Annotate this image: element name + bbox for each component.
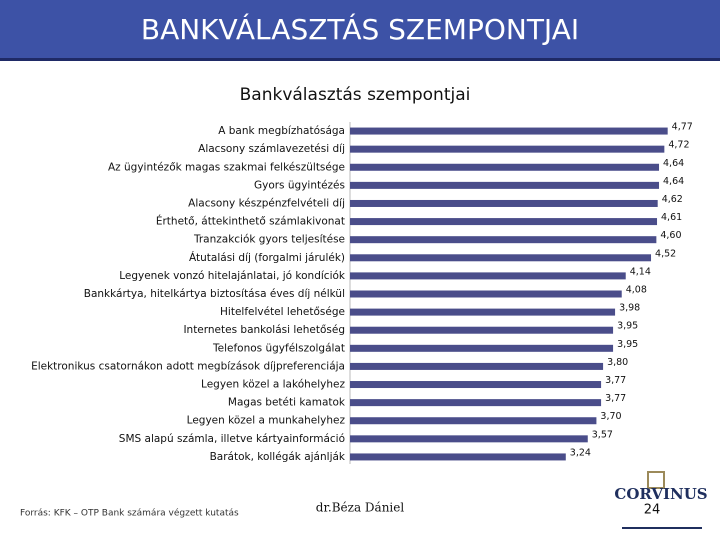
bar	[350, 362, 604, 370]
bar	[350, 236, 657, 244]
value-label: 4,64	[663, 176, 684, 187]
bar	[350, 199, 658, 207]
value-label: 3,77	[605, 375, 626, 386]
bar	[350, 308, 616, 316]
bar	[350, 399, 602, 407]
bar	[350, 254, 652, 262]
value-label: 4,61	[661, 212, 682, 223]
bar	[350, 272, 626, 280]
bar	[350, 163, 660, 171]
category-label: Átutalási díj (forgalmi járulék)	[189, 251, 345, 264]
category-label: Az ügyintézők magas szakmai felkészültsé…	[108, 161, 345, 173]
bar	[350, 435, 588, 443]
header-band	[0, 0, 720, 60]
category-label: Tranzakciók gyors teljesítése	[193, 234, 345, 246]
category-label: A bank megbízhatósága	[218, 125, 345, 137]
category-label: Alacsony készpénzfelvételi díj	[188, 197, 345, 209]
value-label: 4,64	[663, 158, 684, 169]
slide-title: BANKVÁLASZTÁS SZEMPONTJAI	[141, 12, 579, 46]
value-label: 3,70	[600, 411, 621, 422]
value-label: 3,80	[607, 357, 628, 368]
category-label: Internetes bankolási lehetőség	[183, 324, 345, 336]
value-label: 4,52	[655, 248, 676, 259]
value-label: 3,95	[617, 321, 638, 332]
chart-title: Bankválasztás szempontjai	[240, 85, 471, 105]
bar	[350, 145, 665, 153]
category-label: Gyors ügyintézés	[254, 179, 345, 191]
value-label: 4,08	[626, 285, 647, 296]
bar	[350, 381, 602, 389]
header-rule	[0, 58, 720, 61]
bar	[350, 326, 614, 334]
value-label: 4,14	[630, 266, 651, 277]
category-label: Telefonos ügyfélszolgálat	[212, 342, 345, 354]
category-label: Magas betéti kamatok	[228, 397, 346, 409]
category-label: Elektronikus csatornákon adott megbízáso…	[31, 360, 345, 372]
category-label: Alacsony számlavezetési díj	[198, 143, 345, 155]
category-label: Legyenek vonzó hitelajánlatai, jó kondíc…	[119, 270, 346, 282]
value-label: 4,77	[672, 122, 693, 133]
bar	[350, 344, 614, 352]
value-label: 3,98	[619, 303, 640, 314]
value-label: 3,57	[592, 429, 613, 440]
logo: CORVINUS	[614, 485, 707, 503]
bar	[350, 417, 597, 425]
value-label: 4,62	[662, 194, 683, 205]
bar	[350, 453, 566, 461]
source: Forrás: KFK – OTP Bank számára végzett k…	[20, 508, 239, 519]
value-label: 3,95	[617, 339, 638, 350]
category-label: Legyen közel a lakóhelyhez	[201, 379, 345, 391]
category-label: Barátok, kollégák ajánlják	[210, 451, 346, 463]
author: dr.Béza Dániel	[316, 501, 405, 515]
value-label: 3,77	[605, 393, 626, 404]
category-label: Hitelfelvétel lehetősége	[220, 306, 345, 318]
bar	[350, 218, 658, 226]
page-number: 24	[644, 503, 661, 518]
bar	[350, 181, 660, 189]
category-label: Érthető, áttekinthető számlakivonat	[156, 215, 345, 228]
value-label: 3,24	[570, 447, 591, 458]
value-label: 4,60	[660, 230, 681, 241]
bar	[350, 127, 668, 135]
category-label: Legyen közel a munkahelyhez	[187, 415, 346, 427]
logo-emblem	[647, 471, 665, 489]
category-label: Bankkártya, hitelkártya biztosítása éves…	[84, 288, 345, 300]
category-label: SMS alapú számla, illetve kártyainformác…	[119, 433, 345, 445]
value-label: 4,72	[668, 140, 689, 151]
bar	[350, 290, 622, 298]
